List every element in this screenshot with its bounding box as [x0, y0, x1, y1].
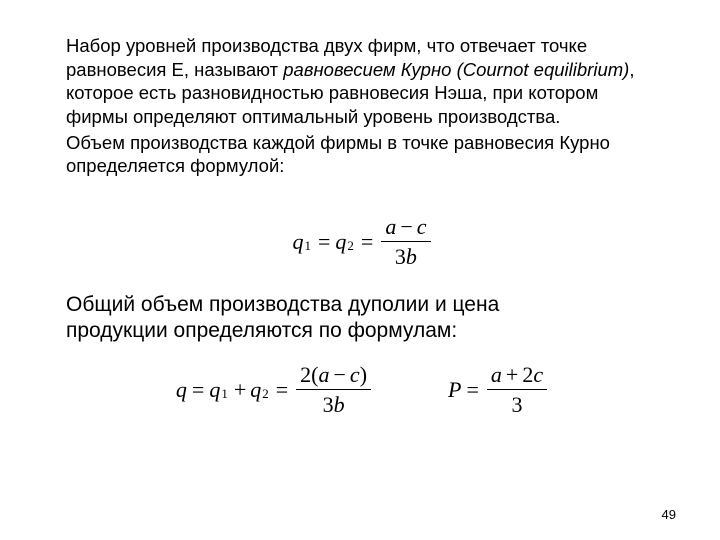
var-a: a — [491, 362, 502, 387]
fraction: 2(a−c) 3b — [296, 362, 371, 418]
op-eq: = — [466, 377, 478, 403]
formula-2a: q = q1 + q2 = 2(a−c) 3b — [176, 362, 374, 418]
var-q2: q — [250, 377, 261, 403]
var-a: a — [385, 214, 396, 239]
lparen: ( — [311, 362, 318, 387]
sub-2: 2 — [262, 386, 269, 402]
sub-1: 1 — [304, 238, 311, 254]
op-eq: = — [192, 377, 204, 403]
paragraph-2: Объем производства каждой фирмы в точке … — [66, 131, 660, 178]
op-eq: = — [361, 229, 373, 255]
var-c: c — [350, 362, 360, 387]
fraction: a−c 3b — [381, 214, 430, 270]
fraction-bar — [381, 241, 430, 242]
sub-1: 1 — [221, 386, 228, 402]
formula-2-block: q = q1 + q2 = 2(a−c) 3b P = — [66, 362, 660, 418]
var-b: b — [334, 392, 345, 417]
op-plus: + — [506, 362, 518, 387]
var-q2: q — [335, 229, 346, 255]
op-plus: + — [234, 377, 246, 403]
paragraph-1: Набор уровней производства двух фирм, чт… — [66, 34, 660, 129]
sub-2: 2 — [347, 238, 354, 254]
formula-1: q1 = q2 = a−c 3b — [292, 214, 433, 270]
formula-1-block: q1 = q2 = a−c 3b — [66, 214, 660, 270]
num-2: 2 — [300, 362, 311, 387]
op-eq: = — [318, 229, 330, 255]
rparen: ) — [360, 362, 367, 387]
op-minus: − — [334, 362, 346, 387]
num-3: 3 — [511, 392, 522, 417]
op-minus: − — [400, 214, 412, 239]
var-q1: q — [209, 377, 220, 403]
num-3: 3 — [395, 244, 406, 269]
page-number: 49 — [662, 507, 676, 522]
var-q: q — [176, 377, 187, 403]
var-q1: q — [292, 229, 303, 255]
num-3: 3 — [323, 392, 334, 417]
fraction: a+2c 3 — [487, 362, 547, 418]
var-b: b — [406, 244, 417, 269]
slide: Набор уровней производства двух фирм, чт… — [0, 0, 720, 540]
var-P: P — [448, 377, 461, 403]
fraction-bar — [296, 389, 371, 390]
var-a: a — [319, 362, 330, 387]
var-c: c — [417, 214, 427, 239]
fraction-bar — [487, 389, 547, 390]
op-eq: = — [276, 377, 288, 403]
num-2: 2 — [522, 362, 533, 387]
paragraph-3: Общий объем производства дуполии и цена … — [66, 292, 600, 345]
formula-2b: P = a+2c 3 — [448, 362, 550, 418]
var-c: c — [533, 362, 543, 387]
p1-italic: равновесием Курно (Cournot equilibrium) — [283, 59, 629, 80]
